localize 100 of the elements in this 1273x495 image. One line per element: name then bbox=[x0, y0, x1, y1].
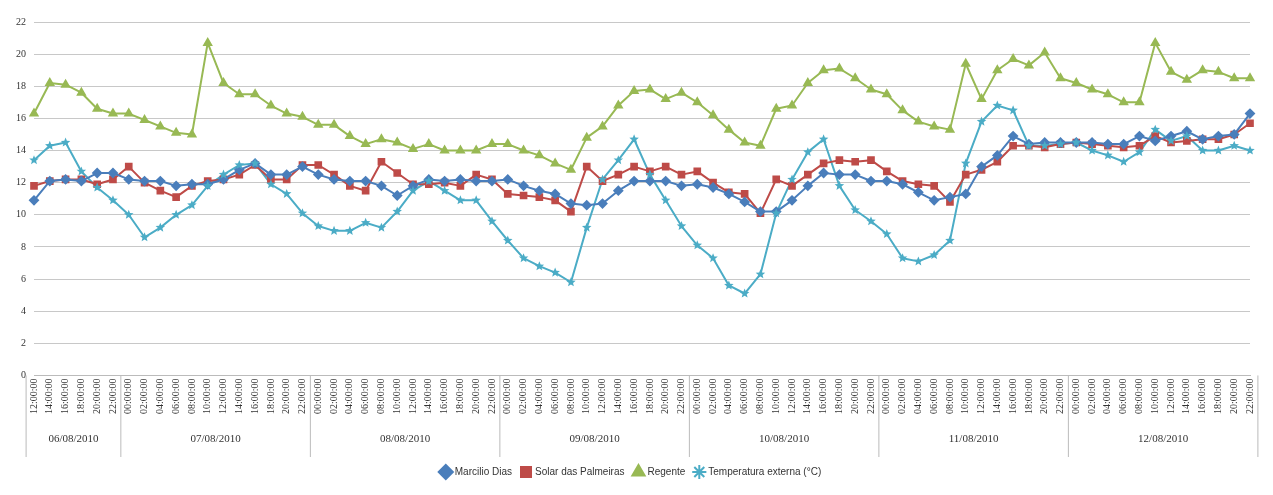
y-tick-label: 6 bbox=[21, 272, 26, 284]
x-tick-label: 06:00:00 bbox=[738, 378, 750, 415]
x-tick-label: 08:00:00 bbox=[375, 378, 387, 415]
y-tick-label: 18 bbox=[16, 79, 26, 91]
x-tick-label: 10:00:00 bbox=[959, 378, 971, 415]
x-tick-label: 00:00:00 bbox=[311, 378, 323, 415]
x-tick-label: 02:00:00 bbox=[517, 378, 529, 415]
x-tick-label: 12:00:00 bbox=[596, 378, 608, 415]
x-tick-label: 18:00:00 bbox=[264, 378, 276, 415]
x-tick-label: 02:00:00 bbox=[706, 378, 718, 415]
x-tick-label: 12:00:00 bbox=[406, 378, 418, 415]
x-tick-label: 16:00:00 bbox=[438, 378, 450, 415]
x-tick-label: 18:00:00 bbox=[75, 378, 86, 415]
x-tick-label: 14:00:00 bbox=[1180, 378, 1192, 415]
x-tick-label: 02:00:00 bbox=[1085, 378, 1097, 415]
x-tick-label: 18:00:00 bbox=[454, 378, 466, 415]
legend-label: Solar das Palmeiras bbox=[535, 465, 625, 477]
x-tick-label: 16:00:00 bbox=[627, 378, 639, 415]
x-tick-label: 02:00:00 bbox=[138, 378, 150, 415]
x-tick-label: 10:00:00 bbox=[201, 378, 213, 415]
x-tick-label: 04:00:00 bbox=[722, 378, 734, 415]
x-tick-label: 04:00:00 bbox=[153, 378, 165, 415]
x-tick-label: 06:00:00 bbox=[169, 378, 181, 415]
x-tick-label: 12:00:00 bbox=[975, 378, 987, 415]
x-tick-label: 10:00:00 bbox=[580, 378, 592, 415]
x-tick-label: 12:00:00 bbox=[785, 378, 797, 415]
legend-label: Regente bbox=[647, 465, 686, 477]
y-tick-label: 12 bbox=[16, 176, 26, 188]
text: 08/08/2010 bbox=[380, 431, 431, 444]
y-tick-label: 0 bbox=[21, 369, 26, 381]
x-tick-label: 14:00:00 bbox=[990, 378, 1002, 415]
x-tick-label: 22:00:00 bbox=[1054, 378, 1066, 415]
x-tick-label: 08:00:00 bbox=[564, 378, 576, 415]
x-tick-label: 00:00:00 bbox=[122, 378, 134, 415]
x-tick-label: 10:00:00 bbox=[1148, 378, 1160, 415]
x-tick-label: 22:00:00 bbox=[675, 378, 687, 415]
x-tick-label: 06:00:00 bbox=[927, 378, 939, 415]
text: 12/08/2010 bbox=[1138, 431, 1189, 444]
x-tick-label: 02:00:00 bbox=[896, 378, 908, 415]
x-tick-label: 20:00:00 bbox=[659, 378, 671, 415]
x-tick-label: 06:00:00 bbox=[548, 378, 560, 415]
x-tick-label: 18:00:00 bbox=[1212, 378, 1224, 415]
x-tick-label: 16:00:00 bbox=[817, 378, 829, 415]
x-tick-label: 20:00:00 bbox=[90, 378, 102, 415]
text: 10/08/2010 bbox=[759, 431, 810, 444]
x-tick-label: 00:00:00 bbox=[1069, 378, 1081, 415]
x-tick-label: 18:00:00 bbox=[643, 378, 655, 415]
x-tick-label: 16:00:00 bbox=[248, 378, 260, 415]
text: 06/08/2010 bbox=[48, 431, 100, 444]
x-tick-label: 18:00:00 bbox=[1022, 378, 1034, 415]
y-tick-label: 4 bbox=[21, 304, 26, 316]
x-tick-label: 22:00:00 bbox=[864, 378, 876, 415]
x-tick-label: 04:00:00 bbox=[532, 378, 544, 415]
x-tick-label: 08:00:00 bbox=[943, 378, 955, 415]
x-tick-label: 08:00:00 bbox=[754, 378, 766, 415]
legend-label: Marcilio Dias bbox=[454, 465, 513, 477]
x-tick-label: 20:00:00 bbox=[469, 378, 481, 415]
x-tick-label: 22:00:00 bbox=[106, 378, 118, 415]
legend-label: Temperatura externa (°C) bbox=[708, 465, 822, 477]
x-tick-label: 14:00:00 bbox=[801, 378, 813, 415]
x-tick-label: 06:00:00 bbox=[1117, 378, 1129, 415]
x-tick-label: 04:00:00 bbox=[343, 378, 355, 415]
y-tick-label: 14 bbox=[16, 144, 26, 156]
x-tick-label: 06:00:00 bbox=[359, 378, 371, 415]
x-tick-label: 12:00:00 bbox=[27, 378, 39, 415]
x-tick-label: 20:00:00 bbox=[1038, 378, 1050, 415]
text: 11/08/2010 bbox=[948, 431, 999, 444]
x-tick-label: 20:00:00 bbox=[1227, 378, 1239, 415]
x-tick-label: 10:00:00 bbox=[390, 378, 402, 415]
x-tick-label: 22:00:00 bbox=[485, 378, 497, 415]
x-tick-label: 14:00:00 bbox=[43, 378, 55, 415]
text: 09/08/2010 bbox=[569, 431, 621, 444]
x-tick-label: 14:00:00 bbox=[611, 378, 623, 415]
x-tick-label: 12:00:00 bbox=[1164, 378, 1176, 415]
y-tick-label: 10 bbox=[16, 208, 26, 220]
y-tick-label: 8 bbox=[21, 240, 26, 252]
y-tick-label: 22 bbox=[16, 15, 26, 27]
x-tick-label: 00:00:00 bbox=[880, 378, 892, 415]
x-tick-label: 20:00:00 bbox=[280, 378, 292, 415]
x-tick-label: 10:00:00 bbox=[769, 378, 781, 415]
x-tick-label: 00:00:00 bbox=[501, 378, 513, 415]
x-tick-label: 02:00:00 bbox=[327, 378, 339, 415]
x-tick-label: 18:00:00 bbox=[833, 378, 845, 415]
x-tick-label: 04:00:00 bbox=[911, 378, 923, 415]
x-tick-label: 08:00:00 bbox=[185, 378, 197, 415]
y-tick-label: 16 bbox=[16, 112, 26, 124]
x-tick-label: 16:00:00 bbox=[1196, 378, 1208, 415]
y-tick-label: 20 bbox=[16, 47, 26, 59]
x-tick-label: 14:00:00 bbox=[422, 378, 434, 415]
x-tick-label: 16:00:00 bbox=[59, 378, 71, 415]
x-tick-label: 22:00:00 bbox=[1243, 378, 1255, 415]
y-tick-label: 2 bbox=[21, 336, 26, 348]
x-tick-label: 16:00:00 bbox=[1006, 378, 1018, 415]
text: 07/08/2010 bbox=[190, 431, 242, 444]
x-tick-label: 20:00:00 bbox=[848, 378, 860, 415]
x-tick-label: 14:00:00 bbox=[232, 378, 244, 415]
x-tick-label: 08:00:00 bbox=[1133, 378, 1145, 415]
x-tick-label: 04:00:00 bbox=[1101, 378, 1113, 415]
x-tick-label: 22:00:00 bbox=[296, 378, 308, 415]
x-tick-label: 12:00:00 bbox=[217, 378, 229, 415]
